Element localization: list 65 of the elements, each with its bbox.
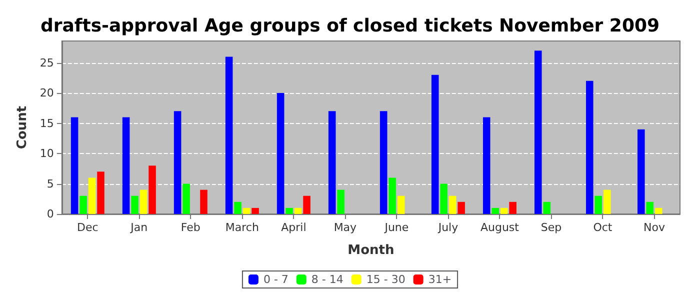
legend-label: 0 - 7	[263, 273, 288, 286]
legend-label: 15 - 30	[366, 273, 406, 286]
bar	[174, 111, 182, 214]
bar	[500, 208, 508, 214]
y-tick-label: 5	[46, 177, 54, 190]
bar	[131, 196, 138, 214]
x-tick-label: August	[480, 221, 520, 234]
bar	[458, 202, 465, 214]
bar	[388, 178, 396, 214]
legend-label: 31+	[428, 273, 452, 286]
bar	[70, 117, 78, 214]
bar	[534, 50, 542, 214]
bar	[492, 208, 499, 214]
y-tick-label: 10	[40, 147, 54, 160]
bar	[431, 74, 439, 214]
bar	[594, 196, 602, 214]
chart-title: drafts-approval Age groups of closed tickets November 2009	[40, 16, 660, 36]
bar	[140, 190, 148, 214]
bar	[448, 196, 456, 214]
bar	[337, 190, 344, 214]
bar	[97, 172, 104, 214]
y-tick-label: 15	[40, 116, 54, 130]
bar	[509, 202, 516, 214]
legend-label: 8 - 14	[311, 273, 344, 286]
bar	[303, 196, 310, 214]
bar	[586, 80, 594, 214]
y-axis-title: Count	[15, 106, 30, 150]
bar	[80, 196, 87, 214]
y-tick-label: 0	[46, 208, 54, 220]
bar	[286, 208, 293, 214]
bar	[148, 166, 156, 214]
bar	[328, 111, 336, 214]
bar	[122, 117, 130, 214]
x-tick-label: Feb	[180, 221, 200, 234]
x-tick-label: Sep	[540, 221, 562, 234]
x-tick-label: April	[281, 221, 306, 234]
x-tick-label: May	[334, 221, 358, 234]
bar	[294, 208, 302, 214]
bar	[543, 202, 550, 214]
x-tick-label: Nov	[644, 221, 666, 234]
bar	[200, 190, 208, 214]
x-tick-label: Oct	[593, 221, 613, 234]
y-tick-label: 25	[40, 56, 54, 70]
x-axis-title: Month	[348, 243, 394, 258]
bar	[440, 184, 448, 214]
x-tick-label: March	[225, 221, 259, 234]
bar	[482, 117, 490, 214]
bar	[654, 208, 662, 214]
x-tick-label: Jan	[130, 221, 148, 234]
bar	[603, 190, 611, 214]
bar	[397, 196, 405, 214]
bar	[234, 202, 242, 214]
bar	[276, 93, 284, 214]
bar	[88, 178, 96, 214]
y-tick-label: 20	[40, 86, 54, 100]
bar	[242, 208, 250, 214]
bar	[380, 111, 388, 214]
x-tick-label: June	[384, 221, 409, 234]
x-tick-label: July	[437, 221, 459, 234]
bar	[638, 129, 645, 214]
x-tick-label: Dec	[77, 221, 98, 234]
bar	[646, 202, 654, 214]
bar	[182, 184, 190, 214]
bar	[252, 208, 259, 214]
bar	[225, 56, 233, 214]
